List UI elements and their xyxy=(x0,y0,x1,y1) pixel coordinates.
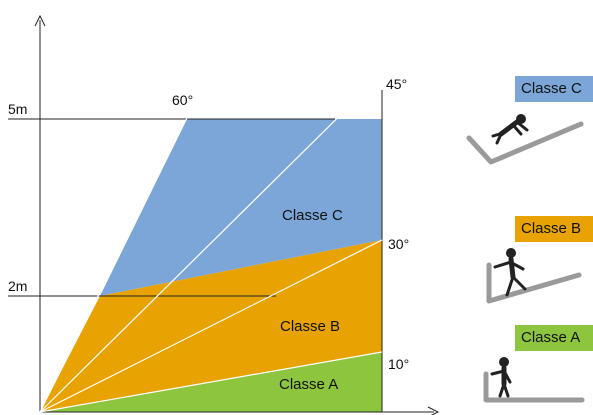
legend-classe-b-label: Classe B xyxy=(521,220,582,237)
person-walking-up-slope-icon xyxy=(486,248,582,304)
classe-a-region-label: Classe A xyxy=(279,376,338,393)
classe-b-region-label: Classe B xyxy=(280,318,340,335)
height-2m-label: 2m xyxy=(8,278,27,294)
legend-classe-a-label: Classe A xyxy=(521,329,581,346)
angle-45-label: 45° xyxy=(386,76,407,92)
angle-45-line xyxy=(39,69,387,413)
classe-c-region xyxy=(100,119,382,296)
legend-classe-b-badge: Classe B xyxy=(515,216,593,242)
height-5m-label: 5m xyxy=(8,101,27,117)
y-axis-arrow xyxy=(34,14,46,27)
person-falling-on-steep-slope-icon xyxy=(466,114,584,165)
legend-classe-c-badge: Classe C xyxy=(515,76,593,102)
classe-c-region-label: Classe C xyxy=(282,207,343,224)
angle-10-line xyxy=(39,351,383,413)
angle-30-label: 30° xyxy=(388,236,409,252)
x-axis-arrow xyxy=(427,406,440,415)
angle-60-label: 60° xyxy=(172,92,193,108)
angle-60-line xyxy=(39,107,193,413)
legend-classe-a-badge: Classe A xyxy=(515,325,593,351)
angle-30-line xyxy=(39,239,383,413)
legend-classe-c-label: Classe C xyxy=(521,80,582,97)
angle-10-label: 10° xyxy=(388,356,409,372)
person-standing-on-flat-surface-icon xyxy=(483,357,585,403)
